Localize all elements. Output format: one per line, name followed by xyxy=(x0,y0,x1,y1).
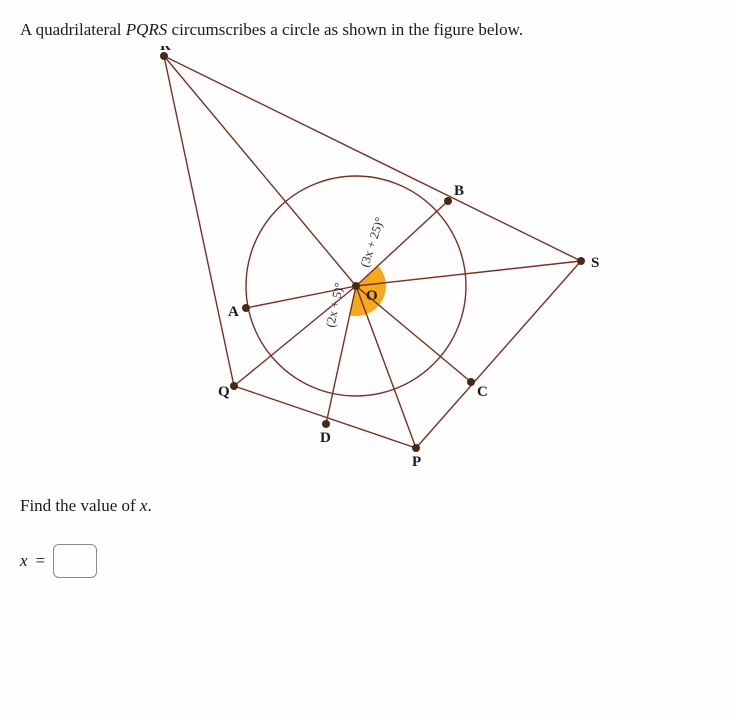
svg-text:A: A xyxy=(228,304,239,320)
figure: RSPQABCDO(3x + 25)°(2x + 5)° xyxy=(20,46,712,486)
answer-eq: = xyxy=(36,551,46,571)
svg-text:S: S xyxy=(591,255,599,271)
answer-row: x = xyxy=(20,544,712,578)
svg-text:(2x + 5)°: (2x + 5)° xyxy=(323,281,346,328)
svg-text:R: R xyxy=(160,46,171,54)
svg-text:P: P xyxy=(412,454,421,470)
problem-suffix: circumscribes a circle as shown in the f… xyxy=(167,20,523,39)
svg-text:C: C xyxy=(477,384,488,400)
problem-quad: PQRS xyxy=(126,20,168,39)
prompt-suffix: . xyxy=(147,496,151,515)
svg-text:Q: Q xyxy=(218,384,230,400)
geometry-figure: RSPQABCDO(3x + 25)°(2x + 5)° xyxy=(86,46,646,486)
problem-statement: A quadrilateral PQRS circumscribes a cir… xyxy=(20,18,712,42)
prompt-prefix: Find the value of xyxy=(20,496,140,515)
answer-var: x xyxy=(20,551,28,571)
answer-input[interactable] xyxy=(53,544,97,578)
svg-text:B: B xyxy=(454,183,464,199)
problem-prefix: A quadrilateral xyxy=(20,20,126,39)
prompt: Find the value of x. xyxy=(20,496,712,516)
svg-text:O: O xyxy=(366,288,378,304)
svg-text:D: D xyxy=(320,430,331,446)
